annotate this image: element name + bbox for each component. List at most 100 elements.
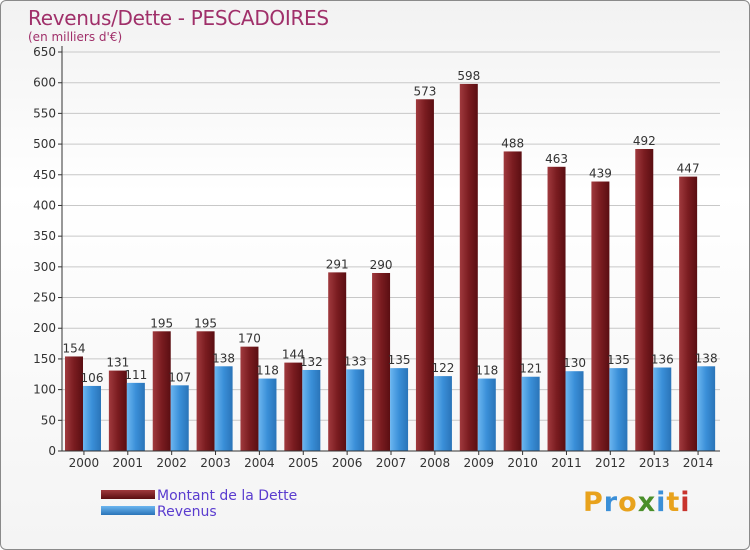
bar-revenue: [653, 367, 672, 451]
bar-debt-value-label: 598: [457, 69, 480, 83]
x-tick-label: 2006: [332, 456, 363, 470]
bar-debt: [591, 181, 610, 451]
bar-debt: [679, 176, 698, 451]
y-tick-label: 600: [33, 76, 56, 90]
y-tick-label: 250: [33, 291, 56, 305]
bar-revenue: [609, 368, 628, 451]
bars: [65, 83, 716, 452]
bar-revenue-value-label: 132: [300, 355, 323, 369]
bar-revenue-value-label: 133: [344, 354, 367, 368]
y-tick-label: 400: [33, 198, 56, 212]
bar-debt-value-label: 290: [370, 258, 393, 272]
x-tick-label: 2012: [595, 456, 626, 470]
bar-revenue-value-label: 106: [81, 371, 104, 385]
bar-debt-value-label: 447: [677, 162, 700, 176]
bar-debt: [372, 272, 391, 451]
logo-letter: i: [656, 487, 667, 518]
logo-letter: o: [618, 487, 638, 518]
x-tick-label: 2002: [156, 456, 187, 470]
y-tick-label: 500: [33, 137, 56, 151]
bar-revenue-value-label: 135: [388, 353, 411, 367]
bar-debt: [635, 148, 654, 452]
bar-debt: [65, 356, 83, 451]
bar-revenue-value-label: 121: [519, 362, 542, 376]
bar-debt: [415, 99, 434, 452]
bar-debt: [152, 331, 171, 451]
bar-debt-value-label: 492: [633, 134, 656, 148]
bar-revenue-value-label: 111: [124, 368, 147, 382]
x-axis-tick-labels: 2000 2001 2002 2003 2004 2005 2006 2007 2008 2009…: [69, 451, 714, 470]
bar-debt: [459, 83, 478, 452]
y-tick-label: 450: [33, 168, 56, 182]
bar-debt: [547, 166, 566, 451]
x-tick-label: 2000: [69, 456, 100, 470]
y-axis-tick-labels: 0 50 100 150 200 250 300 350 400 450 500 550 600 650: [33, 45, 62, 458]
bar-debt: [328, 272, 347, 451]
x-tick-label: 2004: [244, 456, 275, 470]
x-tick-label: 2014: [683, 456, 714, 470]
bar-revenue: [477, 378, 496, 451]
legend-swatch-debt: [101, 490, 155, 499]
bar-debt-value-label: 573: [413, 84, 436, 98]
logo-letter: x: [637, 487, 657, 518]
bar-revenue: [214, 366, 233, 451]
y-tick-label: 550: [33, 106, 56, 120]
bar-revenue-value-label: 122: [431, 361, 454, 375]
bar-debt-value-label: 154: [63, 341, 86, 355]
x-tick-label: 2011: [551, 456, 582, 470]
bar-revenue: [390, 368, 409, 451]
x-tick-label: 2010: [507, 456, 538, 470]
bar-value-labels: 1541061311111951071951381701181441322911…: [63, 69, 718, 385]
y-tick-label: 350: [33, 229, 56, 243]
bar-debt-value-label: 488: [501, 136, 524, 150]
bar-debt: [108, 370, 127, 451]
x-tick-label: 2009: [463, 456, 494, 470]
bar-revenue: [302, 369, 321, 451]
bar-revenue: [170, 385, 189, 451]
x-tick-label: 2001: [113, 456, 144, 470]
bar-revenue: [565, 371, 584, 451]
x-tick-label: 2003: [200, 456, 231, 470]
bar-revenue-value-label: 107: [168, 370, 191, 384]
bar-debt: [503, 151, 522, 452]
bar-debt: [240, 346, 259, 451]
y-tick-label: 50: [41, 413, 56, 427]
y-tick-label: 100: [33, 383, 56, 397]
logo-letter: P: [583, 487, 604, 518]
chart-subtitle: (en milliers d'€): [28, 30, 123, 44]
y-tick-label: 0: [48, 444, 56, 458]
bar-revenue-value-label: 130: [563, 356, 586, 370]
bar-debt: [196, 331, 215, 451]
bar-revenue-value-label: 118: [256, 364, 279, 378]
bar-revenue: [126, 382, 145, 451]
y-tick-label: 300: [33, 260, 56, 274]
logo-letter: i: [680, 487, 691, 518]
bar-debt-value-label: 131: [106, 356, 129, 370]
x-tick-label: 2008: [420, 456, 451, 470]
legend-swatch-revenue: [101, 506, 155, 515]
legend-label-revenue: Revenus: [157, 504, 217, 520]
bar-revenue: [433, 376, 452, 451]
y-tick-label: 650: [33, 45, 56, 59]
bar-revenue-value-label: 138: [695, 351, 718, 365]
bar-debt-value-label: 291: [326, 257, 349, 271]
bar-revenue-value-label: 138: [212, 351, 235, 365]
x-tick-label: 2007: [376, 456, 407, 470]
bar-debt-value-label: 144: [282, 348, 305, 362]
chart-title: Revenus/Dette - PESCADOIRES: [28, 6, 329, 30]
bar-revenue: [521, 376, 540, 451]
bar-revenue: [697, 366, 716, 451]
logo-letter: r: [603, 487, 619, 518]
y-tick-label: 150: [33, 352, 56, 366]
x-tick-label: 2005: [288, 456, 319, 470]
bar-debt-value-label: 170: [238, 332, 261, 346]
bar-revenue-value-label: 118: [475, 364, 498, 378]
bar-debt-value-label: 195: [150, 316, 173, 330]
x-tick-label: 2013: [639, 456, 670, 470]
bar-revenue: [346, 369, 365, 451]
bar-revenue-value-label: 135: [607, 353, 630, 367]
logo-letter: t: [666, 487, 681, 518]
y-tick-label: 200: [33, 321, 56, 335]
